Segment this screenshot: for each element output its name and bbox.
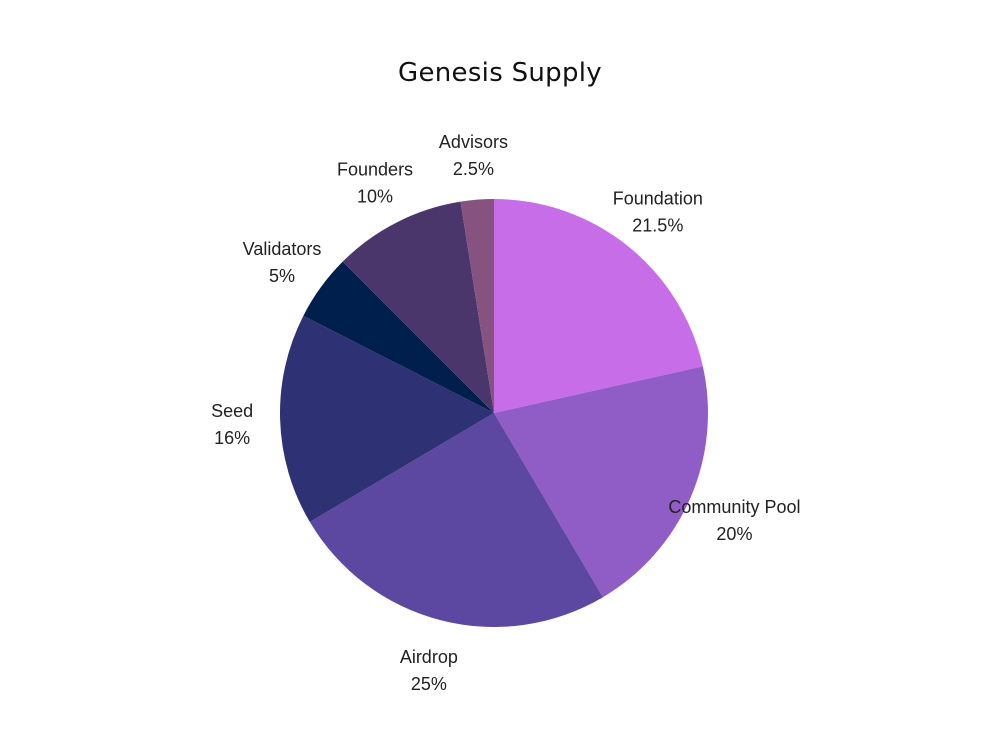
pie-labels: Foundation 21.5% Community Pool 20% Airdrop 2… bbox=[211, 132, 800, 694]
slice-value-label: 2.5% bbox=[453, 159, 494, 179]
pie-slice-founders bbox=[342, 201, 494, 413]
slice-label: Seed bbox=[211, 401, 253, 421]
pie-slices bbox=[280, 199, 708, 627]
slice-label: Community Pool bbox=[668, 497, 800, 517]
slice-label: Airdrop bbox=[400, 647, 458, 667]
slice-value-label: 20% bbox=[716, 524, 752, 544]
pie-slice-seed bbox=[280, 315, 494, 522]
slice-value-label: 5% bbox=[269, 266, 295, 286]
pie-slice-community-pool bbox=[494, 366, 708, 598]
pie-slice-airdrop bbox=[309, 413, 603, 627]
slice-value-label: 25% bbox=[411, 674, 447, 694]
slice-label: Validators bbox=[243, 239, 322, 259]
slice-value-label: 10% bbox=[357, 187, 393, 207]
slice-label: Advisors bbox=[439, 132, 508, 152]
pie-slice-validators bbox=[303, 261, 494, 413]
slice-label: Foundation bbox=[613, 189, 703, 209]
chart-title: Genesis Supply bbox=[398, 58, 602, 88]
pie-slice-advisors bbox=[460, 199, 494, 413]
pie-slice-foundation bbox=[494, 199, 703, 413]
slice-value-label: 21.5% bbox=[632, 216, 683, 236]
slice-label: Founders bbox=[337, 160, 413, 180]
slice-value-label: 16% bbox=[214, 428, 250, 448]
